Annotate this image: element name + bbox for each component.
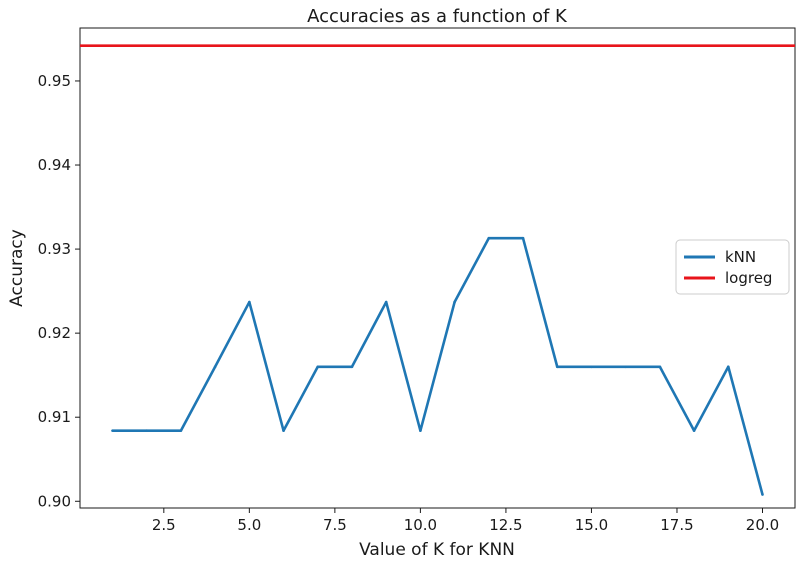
data-point [692, 429, 696, 432]
data-point [282, 429, 285, 432]
data-point [384, 300, 388, 304]
x-tick-label: 20.0 [746, 516, 779, 534]
data-point [111, 429, 114, 432]
series-layer [80, 44, 795, 496]
data-point [590, 365, 593, 369]
y-tick-label: 0.92 [38, 324, 71, 342]
data-point [521, 236, 525, 240]
x-tick-label: 17.5 [660, 516, 693, 534]
chart-title: Accuracies as a function of K [307, 6, 568, 27]
y-axis-label: Accuracy [7, 229, 27, 307]
x-tick-label: 2.5 [152, 516, 176, 534]
data-point [726, 365, 730, 369]
data-point [213, 365, 217, 369]
y-tick-label: 0.95 [38, 72, 71, 90]
y-tick-label: 0.94 [38, 156, 71, 174]
x-tick-label: 12.5 [489, 516, 522, 534]
x-axis-ticks: 2.5 5.0 7.5 10.0 12.5 15.0 17.5 20.0 [152, 508, 779, 534]
legend-label-logreg: logreg [725, 269, 772, 287]
data-point [419, 429, 422, 432]
data-point [248, 300, 251, 304]
x-tick-label: 10.0 [404, 516, 437, 534]
data-point [658, 365, 662, 369]
x-axis-label: Value of K for KNN [359, 540, 515, 560]
x-tick-label: 7.5 [323, 516, 347, 534]
data-point [350, 365, 354, 369]
y-axis-ticks: 0.90 0.91 0.92 0.93 0.94 0.95 [38, 72, 80, 510]
y-tick-label: 0.91 [38, 408, 71, 426]
x-tick-label: 15.0 [575, 516, 608, 534]
legend-box [675, 239, 790, 295]
data-point [453, 300, 456, 304]
data-point [624, 365, 627, 369]
y-tick-label: 0.90 [38, 492, 71, 510]
data-point [487, 236, 491, 240]
legend-label-knn: kNN [725, 248, 756, 266]
data-point [761, 493, 764, 496]
data-point [316, 365, 320, 369]
data-point [555, 365, 559, 369]
data-point [145, 429, 149, 432]
x-tick-label: 5.0 [237, 516, 261, 534]
data-point [179, 429, 183, 432]
y-tick-label: 0.93 [38, 240, 71, 258]
legend: kNN logreg [675, 239, 790, 295]
series-line-knn [112, 236, 764, 495]
